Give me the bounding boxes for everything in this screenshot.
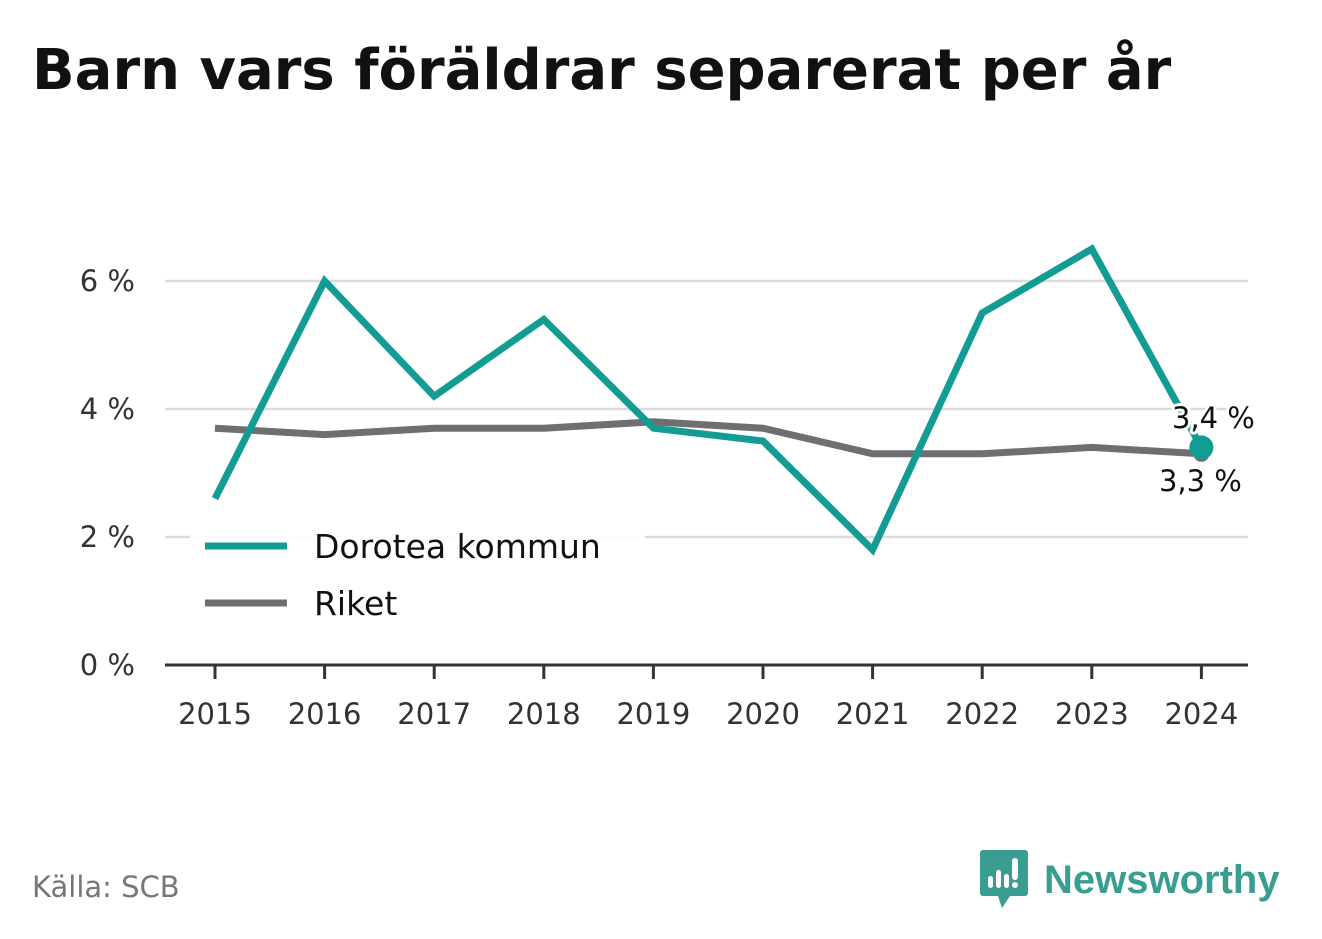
series-line-riket <box>214 418 1202 458</box>
end-label-dorotea: 3,4 % <box>1172 401 1255 435</box>
y-tick-label: 6 % <box>80 264 135 298</box>
x-tick-label: 2016 <box>288 697 362 731</box>
x-tick-label: 2024 <box>1164 697 1238 731</box>
y-tick-label: 0 % <box>80 648 135 682</box>
end-label-riket: 3,3 % <box>1159 464 1242 498</box>
x-tick-label: 2015 <box>178 697 252 731</box>
x-tick-label: 2022 <box>945 697 1019 731</box>
y-tick-label: 2 % <box>80 520 135 554</box>
x-tick-label: 2019 <box>616 697 690 731</box>
legend-background <box>190 518 645 636</box>
legend-label-dorotea: Dorotea kommun <box>314 527 601 566</box>
x-tick-label: 2021 <box>836 697 910 731</box>
x-tick-label: 2020 <box>726 697 800 731</box>
brand-name: Newsworthy <box>1044 857 1280 902</box>
legend-label-riket: Riket <box>314 584 397 623</box>
newsworthy-logo-icon <box>980 850 1028 908</box>
end-point-dorotea <box>1189 435 1214 460</box>
brand-logo: Newsworthy <box>980 850 1280 910</box>
x-tick-label: 2017 <box>397 697 471 731</box>
y-tick-label: 4 % <box>80 392 135 426</box>
x-tick-label: 2023 <box>1055 697 1129 731</box>
series-line-dorotea <box>211 244 1205 556</box>
x-tick-label: 2018 <box>507 697 581 731</box>
chart-title: Barn vars föräldrar separerat per år <box>32 38 1172 103</box>
source-note: Källa: SCB <box>32 870 180 904</box>
